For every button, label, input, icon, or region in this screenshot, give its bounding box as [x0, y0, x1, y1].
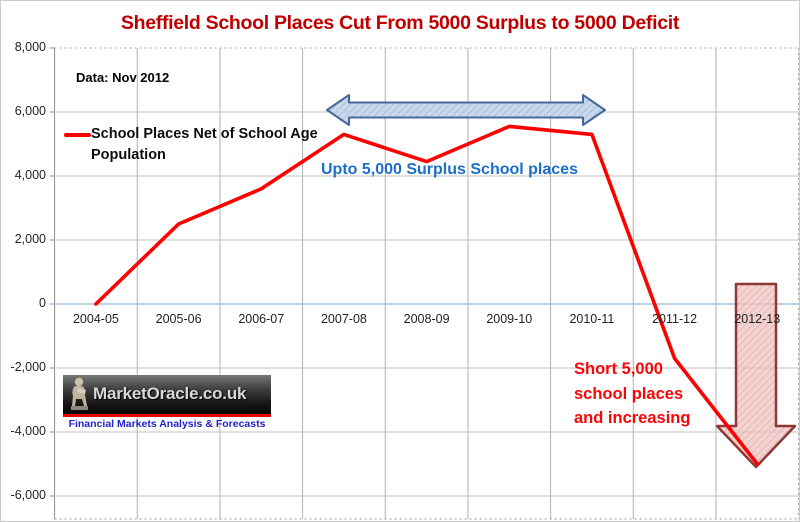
legend-label-line1: School Places Net of School Age [91, 126, 318, 142]
x-tick-label: 2004-05 [72, 312, 119, 326]
y-tick-label: -4,000 [10, 424, 46, 438]
y-tick-label: 8,000 [14, 40, 46, 54]
deficit-down-arrow [715, 282, 797, 469]
x-tick-label: 2009-10 [486, 312, 533, 326]
x-tick-label: 2011-12 [652, 312, 698, 326]
chart-title: Sheffield School Places Cut From 5000 Su… [120, 12, 680, 34]
data-source-note: Data: Nov 2012 [76, 70, 170, 85]
legend-label-line2: Population [91, 147, 166, 163]
x-tick-label: 2005-06 [155, 312, 202, 326]
surplus-double-arrow [326, 94, 606, 126]
x-tick-label: 2010-11 [569, 312, 615, 326]
y-tick-label: -6,000 [10, 488, 46, 502]
data-line [94, 124, 760, 466]
x-tick-label: 2008-09 [403, 312, 450, 326]
statue-icon [71, 377, 88, 410]
x-tick-label: 2007-08 [320, 312, 367, 326]
logo-title: MarketOracle.co.uk [93, 384, 247, 403]
x-tick-label: 2012-13 [734, 312, 781, 326]
legend-line-marker [64, 133, 91, 137]
y-tick-label: -2,000 [10, 360, 46, 374]
y-tick-label: 4,000 [14, 168, 46, 182]
y-tick-label: 6,000 [14, 104, 46, 118]
deficit-annotation-line1: Short 5,000 [574, 360, 663, 378]
y-tick-label: 2,000 [14, 232, 46, 246]
x-tick-label: 2006-07 [238, 312, 285, 326]
marketoracle-logo: MarketOracle.co.uk [63, 375, 271, 417]
gridlines [49, 47, 799, 520]
y-tick-label: 0 [39, 296, 46, 310]
logo-tagline: Financial Markets Analysis & Forecasts [68, 418, 266, 430]
deficit-annotation-line2: school places [574, 384, 684, 403]
deficit-annotation-line3: and increasing [574, 409, 691, 427]
deficit-annotation: Short 5,000 school places and increasing [574, 357, 690, 431]
surplus-annotation: Upto 5,000 Surplus School places [321, 161, 578, 178]
legend-label: School Places Net of School Age Populati… [91, 124, 318, 166]
